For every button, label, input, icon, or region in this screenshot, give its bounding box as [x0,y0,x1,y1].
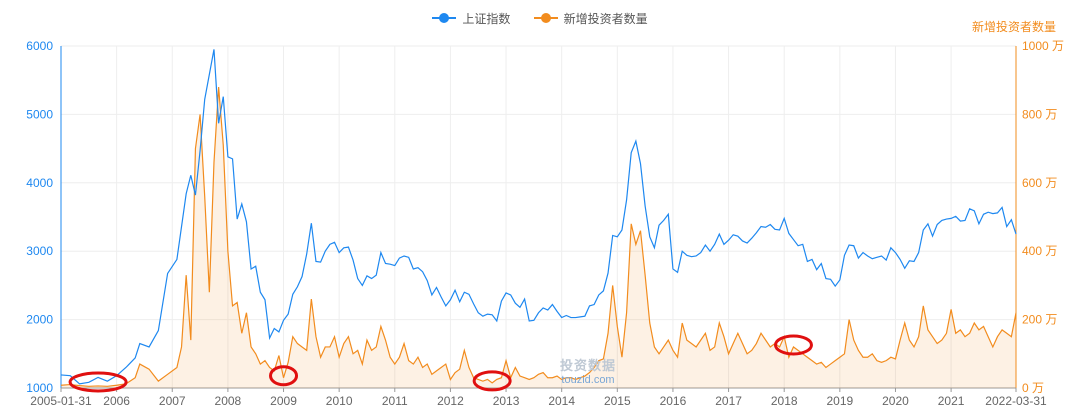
y-tick-label-left: 5000 [26,107,53,121]
y-tick-label-right: 0 万 [1022,381,1044,395]
y-tick-label-right: 1000 万 [1022,39,1064,53]
watermark-text-cn: 投资数据 [560,358,617,373]
y-tick-label-left: 1000 [26,381,53,395]
y-tick-label-right: 800 万 [1022,107,1057,121]
x-tick-label: 2022-03-31 [985,394,1047,408]
x-tick-label: 2017 [715,394,742,408]
x-tick-label: 2015 [604,394,631,408]
legend-label-index: 上证指数 [462,11,511,26]
watermark-text-en: touzid.com [561,374,615,386]
highlight-ellipse [773,334,813,356]
x-tick-label: 2005-01-31 [30,394,92,408]
highlight-ellipse [472,370,512,392]
x-tick-label: 2008 [215,394,242,408]
x-tick-label: 2009 [270,394,297,408]
x-tick-label: 2006 [103,394,130,408]
right-axis-title: 新增投资者数量 [971,20,1056,34]
x-tick-label: 2018 [771,394,798,408]
y-tick-label-left: 6000 [26,39,53,53]
x-tick-label: 2016 [660,394,687,408]
x-tick-label: 2012 [437,394,464,408]
chart-legend: 上证指数 新增投资者数量 [0,8,1080,27]
x-tick-label: 2007 [159,394,186,408]
y-tick-label-right: 200 万 [1022,313,1057,327]
x-tick-label: 2014 [548,394,575,408]
legend-item-investors[interactable]: 新增投资者数量 [533,10,648,27]
y-tick-label-right: 600 万 [1022,176,1057,190]
x-tick-label: 2010 [326,394,353,408]
legend-swatch-index [432,13,457,23]
x-tick-label: 2019 [826,394,853,408]
x-tick-label: 2011 [382,394,408,408]
y-tick-label-left: 3000 [26,244,53,258]
y-tick-label-left: 2000 [26,313,53,327]
legend-label-investors: 新增投资者数量 [563,11,648,26]
legend-item-index[interactable]: 上证指数 [432,10,510,27]
y-tick-label-left: 4000 [26,176,53,190]
x-tick-label: 2020 [882,394,909,408]
highlight-ellipse [269,365,299,387]
highlight-ellipse [68,371,128,393]
series-line-index [60,49,1017,385]
legend-swatch-investors [533,13,558,23]
x-tick-label: 2021 [938,394,965,408]
series-line-investors [60,86,1017,387]
y-tick-label-right: 400 万 [1022,244,1057,258]
series-area-investors [61,87,1016,388]
x-tick-label: 2013 [493,394,520,408]
watermark: 投资数据 touzid.com [560,355,616,386]
